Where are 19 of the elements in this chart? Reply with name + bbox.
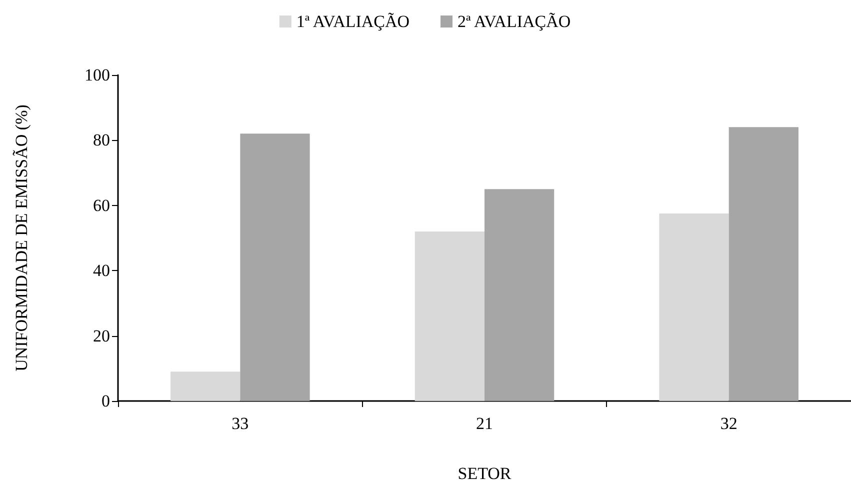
y-tick-label: 100 bbox=[84, 66, 110, 84]
legend-label: 1ª AVALIAÇÃO bbox=[296, 12, 410, 31]
bar bbox=[240, 134, 310, 401]
x-tick-label: 21 bbox=[476, 414, 493, 433]
y-axis-title: UNIFORMIDADE DE EMISSÃO (%) bbox=[12, 104, 31, 372]
bar bbox=[728, 127, 798, 401]
bar bbox=[414, 231, 484, 401]
y-tick-label: 40 bbox=[93, 261, 110, 280]
bar bbox=[659, 214, 729, 401]
legend-label: 2ª AVALIAÇÃO bbox=[458, 12, 571, 31]
x-tick-label: 33 bbox=[232, 414, 249, 433]
bar bbox=[484, 189, 554, 401]
x-axis-title: SETOR bbox=[458, 464, 512, 483]
bar bbox=[170, 372, 240, 401]
y-tick-label: 60 bbox=[93, 196, 110, 215]
x-tick-label: 32 bbox=[720, 414, 738, 433]
y-tick-label: 20 bbox=[93, 326, 110, 346]
y-tick-label: 80 bbox=[93, 130, 110, 150]
y-tick-label: 0 bbox=[102, 392, 110, 410]
